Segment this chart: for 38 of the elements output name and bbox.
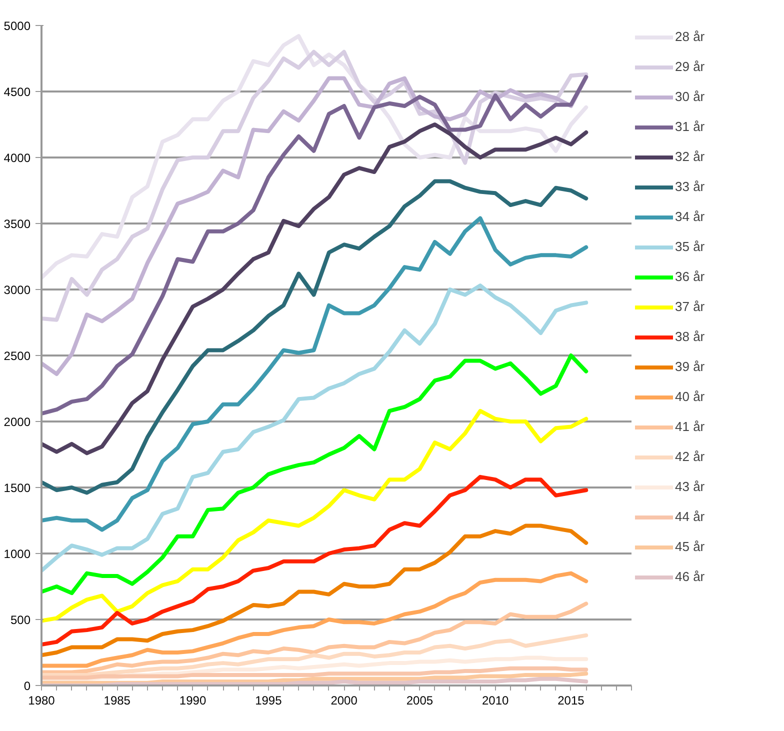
legend-label: 43 år	[675, 479, 705, 494]
x-tick-label: 2000	[330, 694, 358, 708]
x-tick-label: 1985	[104, 694, 131, 708]
x-tick-label: 1995	[255, 694, 282, 708]
x-tick-label: 2010	[482, 694, 510, 708]
x-tick-label: 2005	[406, 694, 434, 708]
legend-label: 39 år	[675, 359, 705, 374]
y-tick-label: 4500	[4, 85, 31, 99]
legend-label: 30 år	[675, 89, 705, 104]
legend-label: 44 år	[675, 509, 705, 524]
legend-label: 28 år	[675, 29, 705, 44]
legend-label: 46 år	[675, 569, 705, 584]
x-tick-label: 1990	[179, 694, 206, 708]
y-tick-label: 500	[10, 613, 31, 627]
legend-label: 40 år	[675, 389, 705, 404]
y-tick-label: 1500	[4, 481, 31, 495]
x-tick-label: 1980	[28, 694, 56, 708]
y-tick-label: 2500	[4, 349, 31, 363]
y-tick-label: 2000	[4, 415, 31, 429]
y-tick-label: 4000	[4, 151, 31, 165]
legend-label: 31 år	[675, 119, 705, 134]
x-tick-label: 2015	[558, 694, 585, 708]
legend-label: 45 år	[675, 539, 705, 554]
legend-label: 36 år	[675, 269, 705, 284]
y-tick-label: 5000	[4, 19, 31, 33]
y-tick-label: 1000	[4, 547, 31, 561]
legend-label: 34 år	[675, 209, 705, 224]
legend-label: 33 år	[675, 179, 705, 194]
legend-label: 37 år	[675, 299, 705, 314]
legend-label: 42 år	[675, 449, 705, 464]
legend-label: 35 år	[675, 239, 705, 254]
legend-label: 32 år	[675, 149, 705, 164]
y-tick-label: 3000	[4, 283, 31, 297]
y-tick-label: 3500	[4, 217, 31, 231]
legend-label: 29 år	[675, 59, 705, 74]
legend-label: 38 år	[675, 329, 705, 344]
y-tick-label: 0	[24, 679, 31, 693]
legend-label: 41 år	[675, 419, 705, 434]
